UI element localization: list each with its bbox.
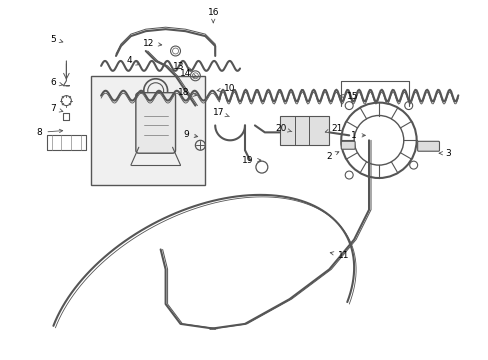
Text: 21: 21: [325, 124, 342, 133]
Text: 15: 15: [340, 92, 358, 101]
Text: 2: 2: [326, 152, 338, 161]
FancyBboxPatch shape: [91, 76, 205, 185]
FancyBboxPatch shape: [341, 141, 354, 149]
Text: 14: 14: [180, 69, 197, 78]
Text: 10: 10: [217, 84, 235, 93]
Text: 8: 8: [37, 128, 62, 137]
Text: 4: 4: [126, 57, 139, 66]
Text: 6: 6: [50, 78, 62, 87]
Text: 20: 20: [274, 124, 291, 133]
Text: 9: 9: [183, 130, 197, 139]
Text: 18: 18: [177, 88, 196, 97]
Text: 17: 17: [212, 108, 229, 117]
Text: 11: 11: [329, 251, 348, 260]
Text: 16: 16: [207, 8, 219, 23]
FancyBboxPatch shape: [417, 141, 439, 151]
Text: 1: 1: [350, 131, 365, 140]
Text: 13: 13: [172, 62, 191, 71]
Text: 5: 5: [50, 35, 63, 44]
Text: 12: 12: [143, 39, 162, 48]
FancyBboxPatch shape: [136, 93, 175, 153]
Text: 3: 3: [438, 149, 450, 158]
Text: 19: 19: [242, 156, 261, 165]
Text: 7: 7: [50, 104, 63, 113]
FancyBboxPatch shape: [279, 116, 328, 145]
